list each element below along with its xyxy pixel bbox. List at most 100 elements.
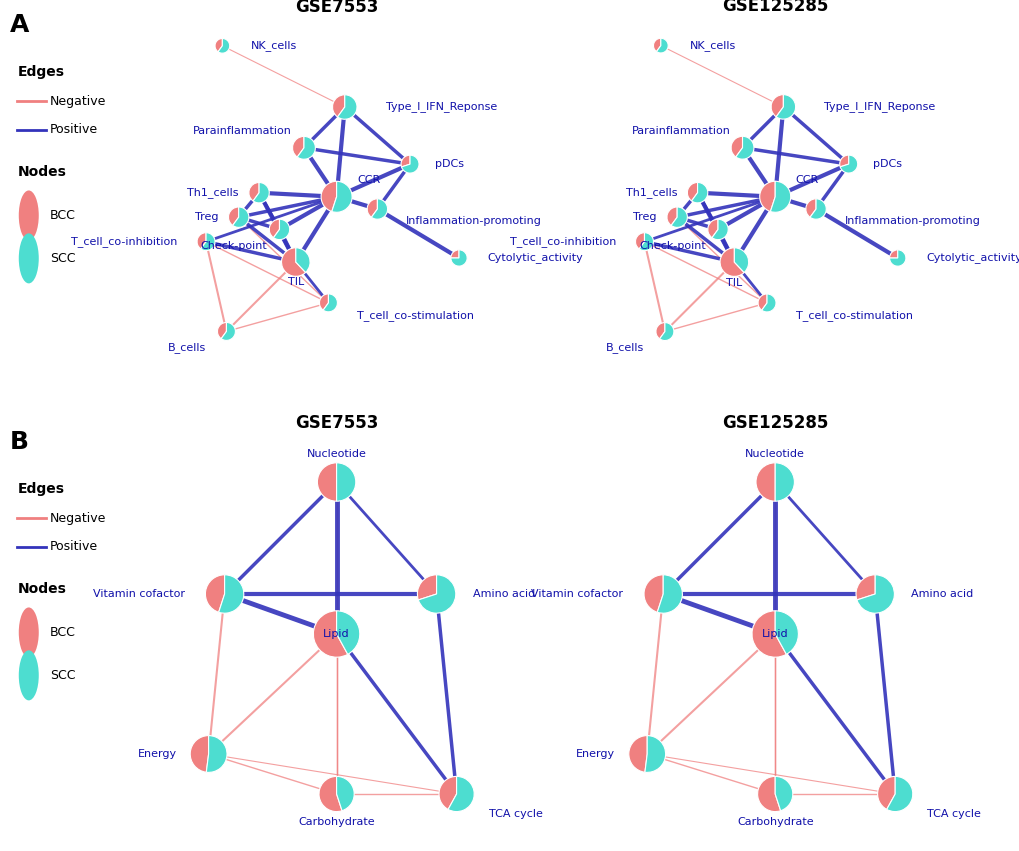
Text: TIL: TIL	[287, 277, 304, 288]
Text: Positive: Positive	[50, 123, 98, 136]
Wedge shape	[217, 323, 226, 339]
Wedge shape	[775, 94, 795, 119]
Text: pDCs: pDCs	[872, 159, 902, 169]
Text: Th1_cells: Th1_cells	[187, 187, 238, 198]
Text: Amino acid: Amino acid	[472, 589, 534, 599]
Circle shape	[18, 233, 39, 283]
Wedge shape	[639, 232, 653, 251]
Wedge shape	[249, 182, 259, 201]
Wedge shape	[401, 155, 419, 173]
Text: Negative: Negative	[50, 94, 106, 107]
Text: SCC: SCC	[50, 252, 75, 265]
Wedge shape	[221, 323, 235, 340]
Text: Energy: Energy	[576, 749, 614, 759]
Text: Type_I_IFN_Reponse: Type_I_IFN_Reponse	[385, 101, 496, 112]
Text: Treg: Treg	[633, 212, 656, 222]
Text: Treg: Treg	[195, 212, 218, 222]
Wedge shape	[644, 735, 665, 773]
Wedge shape	[628, 735, 647, 772]
Wedge shape	[805, 199, 815, 217]
Wedge shape	[281, 248, 306, 277]
Text: Type_I_IFN_Reponse: Type_I_IFN_Reponse	[823, 101, 934, 112]
Text: NK_cells: NK_cells	[689, 40, 735, 51]
Wedge shape	[761, 294, 775, 312]
Wedge shape	[856, 574, 894, 614]
Text: BCC: BCC	[50, 626, 76, 639]
Wedge shape	[731, 136, 742, 157]
Wedge shape	[228, 207, 238, 226]
Wedge shape	[438, 776, 457, 809]
Text: Edges: Edges	[17, 66, 64, 79]
Wedge shape	[671, 207, 687, 227]
Wedge shape	[336, 463, 356, 501]
Wedge shape	[653, 38, 660, 52]
Wedge shape	[886, 776, 912, 812]
Wedge shape	[774, 463, 794, 501]
Wedge shape	[635, 232, 644, 249]
Wedge shape	[218, 38, 229, 53]
Text: Nucleotide: Nucleotide	[745, 449, 804, 459]
Wedge shape	[269, 220, 279, 237]
Title: GSE7553: GSE7553	[294, 414, 378, 432]
Wedge shape	[447, 776, 474, 812]
Wedge shape	[317, 463, 336, 501]
Text: TCA cycle: TCA cycle	[488, 809, 542, 819]
Wedge shape	[313, 611, 347, 657]
Wedge shape	[691, 182, 707, 203]
Wedge shape	[337, 94, 357, 119]
Wedge shape	[331, 181, 352, 212]
Text: TCA cycle: TCA cycle	[926, 809, 980, 819]
Text: Carbohydrate: Carbohydrate	[736, 817, 813, 827]
Wedge shape	[201, 232, 215, 251]
Wedge shape	[400, 155, 410, 167]
Text: BCC: BCC	[50, 209, 76, 222]
Wedge shape	[450, 250, 467, 266]
Wedge shape	[876, 776, 895, 809]
Wedge shape	[371, 199, 387, 220]
Text: Amino acid: Amino acid	[910, 589, 972, 599]
Text: Inflammation-promoting: Inflammation-promoting	[406, 216, 541, 226]
Wedge shape	[273, 220, 289, 240]
Text: A: A	[10, 13, 30, 37]
Wedge shape	[759, 181, 774, 212]
Text: pDCs: pDCs	[434, 159, 463, 169]
Text: T_cell_co-stimulation: T_cell_co-stimulation	[357, 310, 474, 321]
Text: Th1_cells: Th1_cells	[625, 187, 677, 198]
Wedge shape	[751, 611, 786, 657]
Wedge shape	[197, 232, 206, 249]
Text: Cytolytic_activity: Cytolytic_activity	[925, 253, 1019, 264]
Wedge shape	[655, 323, 664, 339]
Text: Inflammation-promoting: Inflammation-promoting	[844, 216, 979, 226]
Text: Edges: Edges	[17, 483, 64, 496]
Wedge shape	[757, 776, 780, 812]
Text: T_cell_co-inhibition: T_cell_co-inhibition	[71, 237, 177, 247]
Wedge shape	[332, 94, 344, 117]
Circle shape	[18, 191, 39, 241]
Wedge shape	[206, 735, 227, 773]
Wedge shape	[666, 207, 677, 226]
Text: SCC: SCC	[50, 669, 75, 682]
Text: Parainflammation: Parainflammation	[193, 127, 291, 136]
Text: Parainflammation: Parainflammation	[631, 127, 730, 136]
Text: T_cell_co-stimulation: T_cell_co-stimulation	[795, 310, 912, 321]
Wedge shape	[687, 182, 697, 201]
Wedge shape	[321, 181, 336, 212]
Text: Negative: Negative	[50, 511, 106, 524]
Wedge shape	[297, 136, 315, 159]
Text: Energy: Energy	[138, 749, 176, 759]
Wedge shape	[205, 574, 224, 612]
Text: B_cells: B_cells	[168, 342, 206, 353]
Text: Nodes: Nodes	[17, 582, 66, 597]
Title: GSE125285: GSE125285	[721, 414, 827, 432]
Wedge shape	[774, 611, 798, 654]
Text: NK_cells: NK_cells	[251, 40, 297, 51]
Wedge shape	[253, 182, 269, 203]
Wedge shape	[770, 94, 783, 117]
Text: B_cells: B_cells	[605, 342, 644, 353]
Text: CCR: CCR	[795, 175, 818, 186]
Wedge shape	[774, 776, 792, 811]
Wedge shape	[367, 199, 377, 217]
Text: Vitamin cofactor: Vitamin cofactor	[531, 589, 623, 599]
Text: Nodes: Nodes	[17, 165, 66, 180]
Text: Lipid: Lipid	[323, 629, 350, 639]
